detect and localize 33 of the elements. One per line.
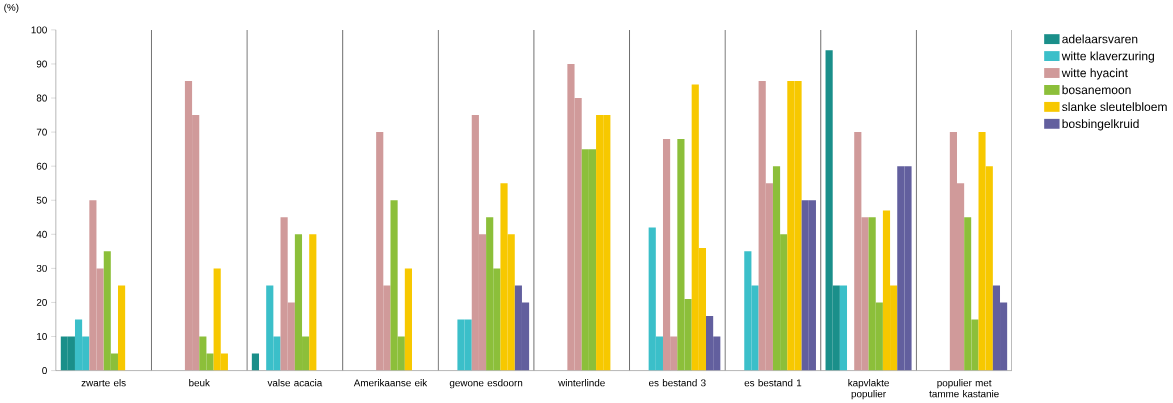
x-tick-label: gewone esdoorn: [449, 379, 523, 389]
y-axis-title: (%): [4, 3, 19, 13]
y-tick-label: 40: [36, 230, 47, 238]
y-tick-label: 50: [36, 196, 47, 204]
x-tick-label: valse acacia: [267, 379, 323, 387]
legend-label: witte klaverzuring: [1061, 51, 1154, 63]
x-tick-label: zwarte els: [81, 379, 126, 387]
legend-label: bosbingelkruid: [1062, 119, 1139, 131]
legend-label: bosanemoon: [1062, 85, 1131, 95]
bar: [117, 285, 126, 371]
y-tick-label: 70: [36, 128, 47, 136]
bar: [839, 285, 848, 371]
x-tick-label: populier met tamme kastanie: [929, 379, 999, 398]
bar: [404, 268, 412, 371]
x-tick-label: es bestand 3: [648, 379, 706, 387]
bar: [251, 353, 260, 371]
y-tick-label: 20: [36, 299, 47, 306]
y-tick-label: 60: [36, 162, 47, 170]
bar: [309, 234, 317, 371]
y-tick-label: 0: [42, 367, 47, 375]
y-tick-label: 30: [36, 264, 47, 272]
legend-label: adelaarsvaren: [1062, 34, 1138, 44]
y-tick-label: 100: [31, 26, 47, 34]
y-tick-label: 90: [36, 60, 47, 68]
y-tick-label: 80: [36, 94, 47, 102]
x-tick-label: winterlinde: [558, 379, 605, 387]
legend-label: witte hyacint: [1061, 68, 1128, 80]
y-tick-label: 10: [37, 333, 47, 341]
x-tick-label: kapvlakte populier: [848, 379, 889, 400]
legend-label: slanke sleutelbloem: [1062, 102, 1167, 112]
x-tick-label: es bestand 1: [744, 379, 802, 387]
x-tick-label: Amerikaanse eik: [353, 379, 428, 387]
x-tick-label: beuk: [189, 379, 210, 387]
